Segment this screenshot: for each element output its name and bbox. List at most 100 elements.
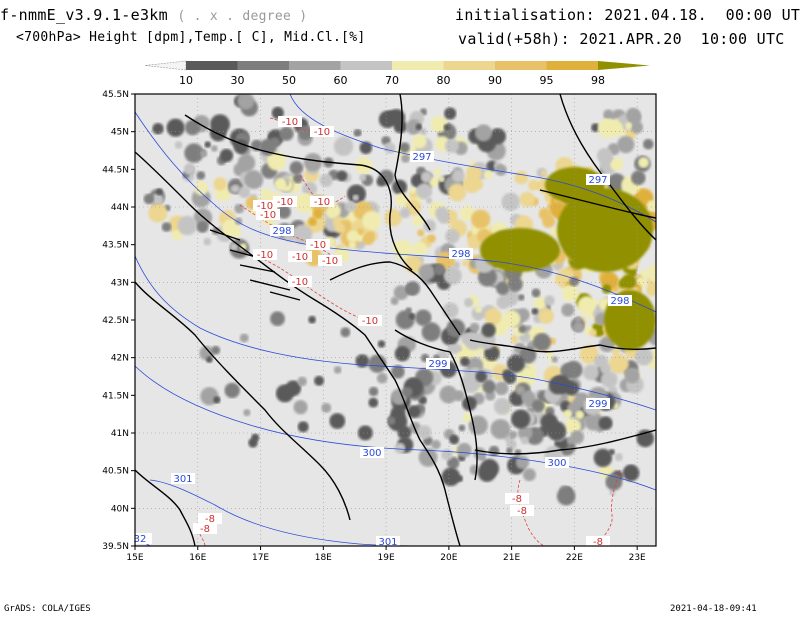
cloud-cell: [243, 409, 251, 417]
cloud-cell: [563, 409, 572, 419]
cloud-cell: [605, 473, 623, 491]
cloud-cell: [626, 107, 641, 123]
cloud-cell: [298, 125, 313, 141]
cloud-cell: [495, 164, 507, 176]
lat-label: 41.5N: [102, 391, 129, 401]
cloud-cell: [237, 154, 256, 172]
height-label: 300: [547, 458, 566, 469]
cloud-cell: [177, 215, 198, 236]
cloud-cell: [514, 170, 529, 185]
cloud-cell: [251, 433, 260, 442]
greece-border: [474, 429, 656, 455]
cloud-cell: [443, 123, 451, 131]
romania-border: [539, 189, 656, 219]
cloud-cell: [515, 455, 530, 470]
cloud-cell: [445, 229, 460, 244]
lat-label: 45N: [111, 128, 129, 138]
temp-label: -10: [282, 117, 298, 128]
cloud-cell: [275, 384, 294, 403]
cloud-cell: [447, 456, 460, 470]
footer-timestamp: 2021-04-18-09:41: [670, 604, 757, 614]
cloud-cell: [573, 321, 584, 333]
cloud-cell: [471, 209, 491, 229]
cloud-cell: [638, 157, 649, 168]
cloud-cell: [237, 94, 255, 110]
adriatic-coastline-east: [135, 151, 461, 546]
legend-swatch: [186, 61, 238, 70]
cloud-cell: [391, 365, 405, 379]
temp-label-box: [198, 513, 222, 524]
cloud-cell: [465, 165, 482, 182]
cloud-cell: [289, 161, 304, 175]
cloud-cell: [560, 363, 576, 379]
cloud-cell: [376, 372, 388, 384]
temp-label: -10: [292, 252, 308, 263]
cloud-cell: [624, 367, 640, 384]
temp-label: -10: [277, 197, 293, 208]
cloud-cell: [490, 419, 511, 440]
temp-label-box: [358, 315, 382, 326]
cloud-cell: [319, 173, 333, 187]
cloud-cell: [234, 203, 245, 214]
temp-label: -10: [260, 210, 276, 221]
cloud-cell: [426, 197, 433, 204]
temp-label-box: [253, 249, 277, 260]
cloud-cell: [303, 153, 323, 172]
cloud-cell: [161, 222, 172, 232]
initialisation-label: initialisation:: [455, 6, 595, 24]
cloud-cell: [384, 208, 403, 227]
temp-label-box: [586, 536, 610, 547]
cloud-cell: [203, 237, 212, 246]
cloud-cell: [569, 276, 579, 287]
cloud-cell: [406, 119, 422, 135]
cloud-cell: [548, 376, 567, 395]
height-label: 297: [588, 175, 607, 186]
cloud-cell: [475, 305, 483, 313]
cloud-cell: [589, 328, 597, 337]
cloud-cell: [433, 263, 445, 276]
cloud-cell: [622, 464, 640, 482]
cloud-cell: [484, 345, 500, 362]
cloud-cell: [355, 354, 370, 368]
cloud-cell: [459, 205, 475, 221]
cloud-cell: [336, 170, 348, 182]
cloud-cell: [359, 173, 367, 182]
cloud-cell: [274, 178, 287, 191]
cloud-cell: [519, 191, 535, 208]
legend-label: 30: [231, 74, 245, 87]
cloud-cell: [345, 201, 356, 213]
cloud-cell: [494, 381, 509, 396]
title-description: <700hPa> Height [dpm],Temp.[ C], Mid.Cl.…: [16, 30, 366, 45]
cloud-cell: [377, 340, 386, 348]
lat-label: 43.5N: [102, 241, 129, 251]
temp-label: -8: [205, 514, 215, 525]
cloud-cell: [542, 214, 556, 228]
cloud-cell: [655, 278, 656, 285]
cloud-cell: [405, 283, 417, 295]
cloud-cell: [387, 416, 396, 425]
cloud-cell: [362, 210, 382, 231]
cloud-cell: [531, 399, 545, 413]
lon-label: 22E: [566, 553, 583, 563]
height-label-box: [449, 248, 473, 259]
cloud-cell: [438, 176, 445, 183]
cloud-cell: [443, 266, 462, 285]
footer-software: GrADS: COLA/IGES: [4, 604, 91, 614]
temp-label: -8: [593, 537, 603, 548]
cloud-cell: [329, 413, 346, 429]
cloud-cell: [484, 308, 502, 325]
cloud-cell: [444, 139, 459, 153]
cloud-cell: [561, 303, 575, 317]
cloud-cell: [462, 412, 472, 423]
cloud-cell: [348, 241, 357, 249]
temp-label-box: [273, 196, 297, 207]
lon-label: 17E: [252, 553, 269, 563]
color-legend: 10 30 50 60 70 80 90 95 98: [144, 60, 650, 87]
cloud-cell: [239, 333, 249, 343]
height-label: 32: [134, 534, 147, 545]
legend-label: 98: [591, 74, 605, 87]
units-label: ( . x . degree ): [177, 9, 308, 24]
cloud-cell: [520, 436, 529, 445]
cloud-cell: [171, 229, 183, 241]
